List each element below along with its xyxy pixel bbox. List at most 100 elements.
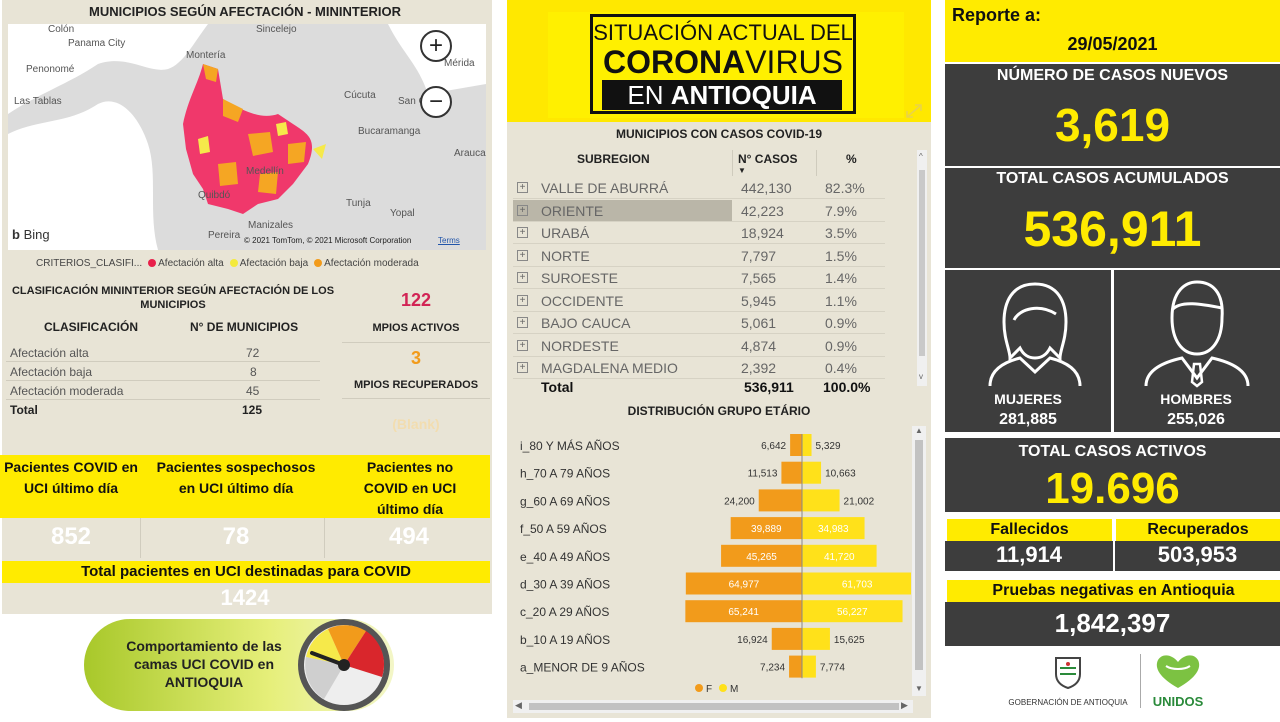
subregion-row[interactable]: + NORDESTE 4,874 0.9%: [513, 335, 885, 357]
bar-male[interactable]: [802, 434, 812, 456]
subregion-row[interactable]: + URABÁ 18,924 3.5%: [513, 222, 885, 244]
mpios-recuperados-value: 3: [410, 348, 421, 368]
expand-plus-icon[interactable]: +: [517, 339, 528, 351]
yellow-dot-icon: [229, 259, 238, 268]
map-canvas: [8, 24, 486, 250]
bar-male[interactable]: [802, 461, 822, 484]
legend-female-label: F: [706, 684, 712, 695]
expand-plus-icon[interactable]: +: [517, 249, 528, 261]
bar-male[interactable]: [802, 517, 865, 540]
subregion-row[interactable]: + MAGDALENA MEDIO 2,392 0.4%: [513, 357, 885, 379]
scroll-up-icon[interactable]: ▲: [915, 426, 923, 435]
place-label: Colón: [48, 24, 75, 35]
table-row: Afectación baja 8: [6, 362, 320, 381]
divider: [732, 150, 733, 176]
bar-male[interactable]: [802, 600, 903, 623]
scroll-down-icon[interactable]: ▼: [915, 684, 923, 693]
scroll-thumb[interactable]: [529, 703, 899, 710]
scroll-down-icon[interactable]: v: [919, 372, 923, 381]
moderate-patch-4: [288, 142, 306, 164]
subregion-row[interactable]: + NORTE 7,797 1.5%: [513, 245, 885, 267]
scroll-right-icon[interactable]: ▶: [901, 700, 908, 710]
legend-item-alta[interactable]: Afectación alta: [148, 258, 224, 269]
subregion-row[interactable]: + OCCIDENTE 5,945 1.1%: [513, 290, 885, 312]
affectation-map[interactable]: Colón Panama City Penonomé Las Tablas Si…: [8, 24, 486, 250]
unidos-logo: UNIDOS: [1148, 652, 1208, 712]
bar-female[interactable]: [721, 544, 802, 567]
recovered-label: Recuperados: [1116, 519, 1280, 541]
bar-female-value: 11,513: [748, 469, 778, 480]
row-highlight: [513, 199, 732, 221]
table-total-row: Total 125: [6, 400, 320, 419]
zoom-out-button[interactable]: −: [420, 86, 452, 118]
uci-suspect-value: 78: [222, 523, 250, 550]
scroll-thumb[interactable]: [915, 440, 923, 670]
subregion-row[interactable]: + VALLE DE ABURRÁ 442,130 82.3%: [513, 177, 885, 199]
chart-scrollbar[interactable]: ▲ ▼: [912, 426, 926, 696]
scroll-thumb[interactable]: [919, 170, 925, 356]
mpios-recuperados-label: MPIOS RECUPERADOS: [353, 379, 479, 391]
expand-plus-icon[interactable]: +: [517, 204, 528, 216]
age-category-label: a_MENOR DE 9 AÑOS: [520, 661, 645, 675]
divider: [140, 518, 141, 558]
bar-male[interactable]: [802, 627, 830, 650]
place-label: San C: [398, 96, 426, 107]
age-category-label: h_70 A 79 AÑOS: [520, 467, 610, 481]
subregion-row[interactable]: + BAJO CAUCA 5,061 0.9%: [513, 312, 885, 334]
bar-male[interactable]: [802, 489, 840, 512]
zoom-in-button[interactable]: +: [420, 30, 452, 62]
col-header-subregion[interactable]: SUBREGION: [577, 152, 650, 166]
expand-plus-icon[interactable]: +: [517, 362, 528, 373]
subregion-row[interactable]: + ORIENTE 42,223 7.9%: [513, 199, 885, 222]
bar-female[interactable]: [789, 655, 802, 678]
divider: [342, 342, 490, 343]
subregion-total-pct: 100.0%: [823, 379, 871, 395]
bar-female[interactable]: [730, 517, 802, 540]
legend-item-moderada[interactable]: Afectación moderada: [314, 258, 419, 269]
bar-male[interactable]: [802, 655, 816, 678]
gauge-icon[interactable]: [294, 617, 394, 713]
legend-item-baja[interactable]: Afectación baja: [229, 258, 308, 269]
chart-hscrollbar[interactable]: ◀ ▶: [513, 700, 913, 713]
bar-male[interactable]: [802, 572, 911, 595]
col-header-pct[interactable]: %: [846, 152, 857, 166]
subregion-row[interactable]: + SUROESTE 7,565 1.4%: [513, 267, 885, 289]
table-scrollbar[interactable]: ^ v: [917, 150, 927, 386]
expand-icon[interactable]: [906, 104, 922, 118]
col-header-count: N° DE MUNICIPIOS: [190, 320, 299, 334]
place-label: Bucaramanga: [358, 126, 421, 137]
bar-female[interactable]: [685, 572, 802, 595]
expand-plus-icon[interactable]: +: [517, 227, 528, 238]
bar-male-value: 10,663: [825, 469, 856, 480]
bar-female[interactable]: [781, 461, 802, 484]
scroll-left-icon[interactable]: ◀: [515, 700, 522, 710]
uci-beds-button-label[interactable]: Comportamiento de las camas UCI COVID en…: [126, 638, 282, 690]
scroll-up-icon[interactable]: ^: [919, 152, 923, 161]
subregion-pct: 0.4%: [825, 360, 857, 376]
map-terms-link[interactable]: Terms: [438, 236, 460, 245]
bar-female[interactable]: [758, 489, 802, 512]
row-value: 8: [250, 365, 257, 379]
subregion-name: NORTE: [541, 247, 590, 264]
age-category-label: g_60 A 69 AÑOS: [520, 494, 610, 508]
table-row: Afectación alta 72: [6, 343, 320, 362]
uci-suspect-header: Pacientes sospechosos en UCI último día: [156, 459, 316, 496]
total-uci-value: 1424: [220, 585, 270, 610]
bar-female[interactable]: [790, 434, 802, 456]
expand-plus-icon[interactable]: +: [517, 294, 528, 306]
legend-item-label: Afectación alta: [158, 258, 224, 269]
bar-female[interactable]: [771, 627, 802, 650]
men-card: [1114, 270, 1280, 432]
bar-female-value: 24,200: [724, 496, 755, 507]
bar-male[interactable]: [802, 544, 877, 567]
subregion-cases: 18,924: [741, 225, 784, 241]
sort-down-icon[interactable]: ▼: [738, 166, 746, 175]
expand-plus-icon[interactable]: +: [517, 182, 528, 193]
place-label: Cúcuta: [344, 90, 376, 101]
expand-plus-icon[interactable]: +: [517, 272, 528, 283]
col-header-cases[interactable]: N° CASOS: [738, 152, 798, 166]
caribbean-sea: [8, 24, 208, 114]
bar-female[interactable]: [685, 600, 802, 623]
expand-plus-icon[interactable]: +: [517, 317, 528, 328]
bar-female-value: 65,241: [728, 607, 759, 618]
